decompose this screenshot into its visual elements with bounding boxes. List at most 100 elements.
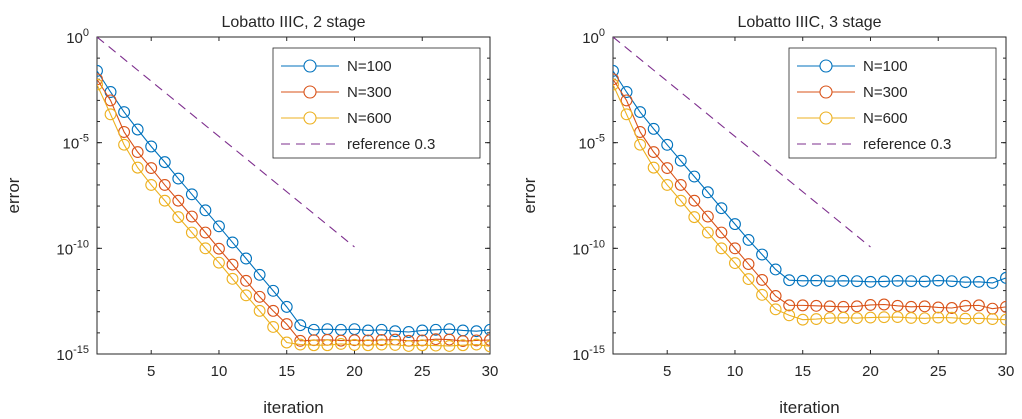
- data-layer: [97, 37, 490, 353]
- y-tick-exponent: -5: [595, 133, 605, 145]
- data-point: [715, 226, 728, 239]
- data-point: [429, 333, 442, 346]
- data-point: [729, 242, 741, 255]
- data-point: [1000, 271, 1006, 284]
- x-tick-label: 30: [482, 363, 499, 380]
- data-point: [945, 302, 958, 314]
- legend-label: reference 0.3: [347, 136, 435, 153]
- legend-label: N=300: [863, 84, 908, 101]
- data-point: [613, 73, 619, 86]
- x-tick-label: 5: [663, 363, 671, 380]
- y-axis-label: error: [520, 177, 539, 213]
- data-point: [729, 218, 741, 231]
- y-tick-label: 10-5: [579, 133, 605, 153]
- series-line: [613, 37, 871, 248]
- legend-label: N=100: [347, 58, 392, 75]
- data-point: [701, 186, 714, 199]
- x-tick-label: 10: [211, 363, 228, 380]
- data-point: [158, 156, 171, 169]
- data-point: [783, 309, 796, 322]
- data-point: [1000, 313, 1006, 326]
- data-point: [986, 313, 999, 326]
- data-point: [131, 161, 144, 174]
- data-point: [456, 339, 469, 352]
- data-point: [972, 299, 985, 312]
- chart-2: Lobatto IIIC, 3 stage iteration error 5 10 15…: [520, 14, 1014, 417]
- data-point: [613, 78, 619, 91]
- data-point: [199, 226, 212, 239]
- data-point: [348, 338, 361, 351]
- data-point: [891, 311, 904, 324]
- series-3: [613, 78, 1006, 326]
- data-point: [375, 334, 388, 346]
- data-point: [470, 334, 483, 347]
- data-point: [783, 299, 796, 312]
- data-point: [456, 335, 469, 347]
- data-point: [185, 188, 198, 201]
- data-point: [470, 338, 483, 351]
- series-4: [97, 37, 355, 248]
- data-point: [918, 275, 931, 288]
- data-point: [131, 146, 144, 158]
- data-point: [796, 274, 809, 287]
- y-tick-base: 10: [56, 347, 73, 364]
- y-tick-exponent: 0: [599, 27, 605, 39]
- data-point: [850, 275, 863, 288]
- data-point: [756, 288, 769, 301]
- data-point: [674, 194, 687, 207]
- series-line: [97, 84, 490, 347]
- data-point: [701, 210, 714, 223]
- data-point: [145, 140, 158, 153]
- data-point: [742, 258, 755, 271]
- y-tick-base: 10: [66, 30, 83, 47]
- data-point: [647, 161, 660, 174]
- series-line: [613, 84, 1006, 321]
- data-point: [972, 275, 985, 288]
- legend-marker: [819, 111, 833, 125]
- x-tick-label: 25: [930, 363, 947, 380]
- data-point: [810, 274, 823, 287]
- y-tick-exponent: 0: [83, 27, 89, 39]
- data-point: [810, 299, 823, 312]
- data-point: [674, 178, 687, 191]
- data-point: [280, 300, 293, 313]
- data-point: [172, 194, 185, 207]
- data-point: [267, 304, 280, 317]
- data-layer: [613, 37, 1006, 326]
- data-point: [688, 211, 701, 224]
- y-tick-label: 10-10: [572, 238, 605, 258]
- data-point: [769, 263, 782, 276]
- series-3: [97, 78, 490, 353]
- data-point: [620, 108, 633, 121]
- data-point: [267, 284, 280, 297]
- series-4: [613, 37, 871, 248]
- data-point: [97, 64, 103, 77]
- series-line: [97, 37, 355, 248]
- chart-title: Lobatto IIIC, 3 stage: [737, 14, 881, 31]
- data-point: [158, 194, 171, 207]
- data-point: [484, 323, 490, 336]
- data-point: [634, 138, 647, 151]
- data-point: [837, 274, 850, 287]
- y-tick-label: 10-10: [56, 238, 89, 258]
- legend-marker: [819, 59, 833, 73]
- data-point: [280, 318, 293, 331]
- data-point: [850, 300, 863, 313]
- data-point: [864, 311, 877, 324]
- data-point: [348, 334, 361, 347]
- data-point: [158, 178, 171, 191]
- data-point: [661, 162, 674, 174]
- x-tick-label: 30: [998, 363, 1015, 380]
- data-point: [878, 298, 890, 311]
- data-point: [253, 304, 266, 317]
- legend-marker: [819, 85, 833, 99]
- data-point: [661, 138, 674, 151]
- data-point: [878, 311, 890, 324]
- data-point: [864, 275, 877, 288]
- y-axis-label: error: [4, 177, 23, 213]
- legend-label: N=300: [347, 84, 392, 101]
- data-point: [213, 256, 225, 269]
- data-point: [389, 338, 402, 351]
- data-point: [986, 277, 999, 289]
- y-tick-label: 10-15: [56, 344, 89, 364]
